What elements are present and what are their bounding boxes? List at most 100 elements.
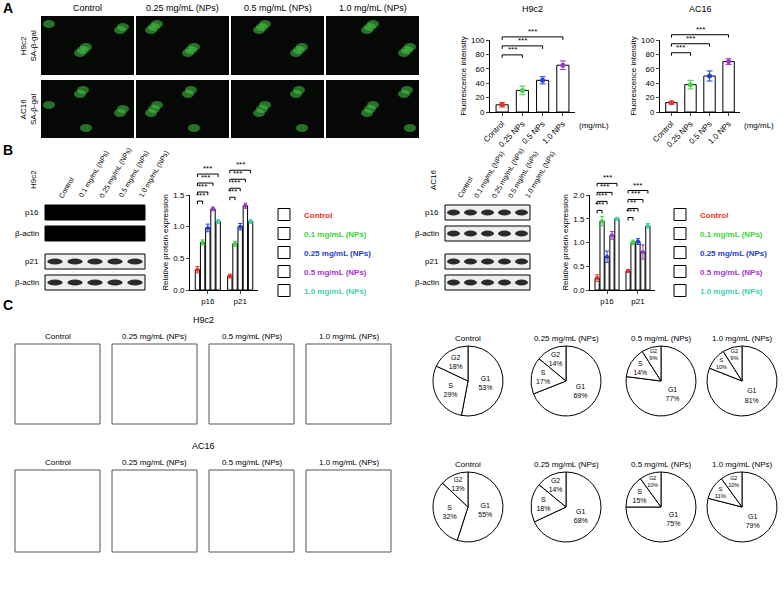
svg-text:H9c2: H9c2 xyxy=(29,170,38,189)
svg-text:***: *** xyxy=(598,191,607,200)
svg-text:Control: Control xyxy=(700,211,728,220)
svg-text:(mg/mL): (mg/mL) xyxy=(579,121,609,130)
svg-text:β-actin: β-actin xyxy=(15,229,39,238)
svg-text:20: 20 xyxy=(645,93,654,102)
svg-text:Fluorescence intensity: Fluorescence intensity xyxy=(459,36,468,116)
svg-text:0.25 mg/mL (NPs): 0.25 mg/mL (NPs) xyxy=(490,147,525,200)
svg-text:60: 60 xyxy=(475,65,484,74)
svg-text:1.0: 1.0 xyxy=(573,238,585,247)
svg-text:Control: Control xyxy=(455,460,481,469)
svg-text:Control: Control xyxy=(482,119,507,144)
svg-text:G175%: G175% xyxy=(666,511,680,527)
svg-text:2.0: 2.0 xyxy=(573,191,585,200)
svg-text:0.5: 0.5 xyxy=(573,262,585,271)
svg-text:0.5 NPs: 0.5 NPs xyxy=(687,119,713,145)
svg-text:Control: Control xyxy=(304,211,332,220)
svg-text:60: 60 xyxy=(645,65,654,74)
svg-text:1.0 mg/mL (NPs): 1.0 mg/mL (NPs) xyxy=(712,460,772,469)
svg-text:G181%: G181% xyxy=(745,387,759,403)
svg-text:Control: Control xyxy=(651,119,676,144)
svg-text:0.1 mg/mL (NPs): 0.1 mg/mL (NPs) xyxy=(77,149,110,199)
svg-text:H9c2: H9c2 xyxy=(522,4,543,14)
svg-text:0.25 mg/mL (NPs): 0.25 mg/mL (NPs) xyxy=(122,332,187,341)
svg-text:G155%: G155% xyxy=(478,502,492,518)
svg-text:0.5 mg/mL (NPs): 0.5 mg/mL (NPs) xyxy=(631,460,691,469)
svg-text:0.25 mg/mL (NPs): 0.25 mg/mL (NPs) xyxy=(534,334,599,343)
svg-text:***: *** xyxy=(196,191,205,200)
svg-text:Relative protein expression: Relative protein expression xyxy=(561,194,570,291)
svg-text:**: ** xyxy=(630,198,636,207)
svg-text:0.25 mg/mL (NPs): 0.25 mg/mL (NPs) xyxy=(146,3,219,13)
svg-text:Control: Control xyxy=(45,332,71,341)
svg-text:Relative protein expression: Relative protein expression xyxy=(161,194,170,290)
svg-text:G169%: G169% xyxy=(573,383,587,399)
svg-text:p21: p21 xyxy=(631,297,645,306)
svg-text:AC16: AC16 xyxy=(192,441,215,451)
svg-text:1.0 mg/mL (NPs): 1.0 mg/mL (NPs) xyxy=(304,287,367,296)
svg-text:S10%: S10% xyxy=(716,357,727,370)
svg-text:80: 80 xyxy=(645,50,654,59)
svg-text:0.25 NPs: 0.25 NPs xyxy=(665,119,695,149)
svg-text:0.5 mg/mL (NPs): 0.5 mg/mL (NPs) xyxy=(222,458,282,467)
svg-text:Control: Control xyxy=(58,176,76,199)
svg-text:100: 100 xyxy=(471,36,485,45)
svg-text:S17%: S17% xyxy=(536,369,550,385)
svg-text:AC16: AC16 xyxy=(429,169,438,190)
svg-text:0.0: 0.0 xyxy=(173,286,185,295)
svg-text:p21: p21 xyxy=(25,257,39,266)
svg-text:1.0 NPs: 1.0 NPs xyxy=(706,119,732,145)
svg-text:Fluorescence intensity: Fluorescence intensity xyxy=(629,36,638,116)
svg-text:***: *** xyxy=(518,36,527,45)
svg-text:G153%: G153% xyxy=(478,375,492,391)
svg-text:1.0 mg/mL (NPs): 1.0 mg/mL (NPs) xyxy=(712,334,772,343)
svg-text:1.0 mg/mL (NPs): 1.0 mg/mL (NPs) xyxy=(319,332,379,341)
svg-text:***: *** xyxy=(686,34,695,43)
svg-text:0.5 mg/mL (NPs): 0.5 mg/mL (NPs) xyxy=(631,334,691,343)
svg-text:1.0 mg/mL (NPs): 1.0 mg/mL (NPs) xyxy=(137,149,170,199)
svg-text:Control: Control xyxy=(455,334,481,343)
svg-text:0.1 mg/mL (NPs): 0.1 mg/mL (NPs) xyxy=(700,230,763,239)
svg-text:H9c2SA-β-gal: H9c2SA-β-gal xyxy=(19,30,38,62)
svg-text:0.25 NPs: 0.25 NPs xyxy=(497,119,527,149)
svg-text:***: *** xyxy=(201,173,210,182)
svg-text:0.5 mg/mL (NPs): 0.5 mg/mL (NPs) xyxy=(507,150,540,200)
svg-text:1.0 mg/mL (NPs): 1.0 mg/mL (NPs) xyxy=(700,287,763,296)
svg-text:p21: p21 xyxy=(234,297,248,306)
svg-text:G29%: G29% xyxy=(649,348,657,361)
svg-text:AC16: AC16 xyxy=(689,4,712,14)
svg-text:G210%: G210% xyxy=(728,475,739,488)
svg-text:***: *** xyxy=(626,207,635,216)
svg-text:S18%: S18% xyxy=(536,496,550,512)
svg-text:1.0 NPs: 1.0 NPs xyxy=(541,119,567,145)
svg-text:***: *** xyxy=(600,182,609,191)
svg-text:S15%: S15% xyxy=(633,488,647,504)
svg-text:100: 100 xyxy=(641,36,655,45)
svg-text:1.0: 1.0 xyxy=(173,222,185,231)
svg-text:p21: p21 xyxy=(425,257,439,266)
svg-text:C: C xyxy=(3,297,13,313)
svg-text:***: *** xyxy=(228,187,237,196)
svg-text:0.1 mg/mL (NPs): 0.1 mg/mL (NPs) xyxy=(304,230,367,239)
svg-text:β-actin: β-actin xyxy=(15,278,39,287)
svg-text:G177%: G177% xyxy=(666,386,680,402)
svg-text:S14%: S14% xyxy=(633,360,647,376)
svg-text:***: *** xyxy=(198,182,207,191)
svg-text:***: *** xyxy=(236,160,245,169)
svg-text:***: *** xyxy=(676,43,685,52)
svg-text:A: A xyxy=(3,0,13,16)
svg-text:40: 40 xyxy=(645,79,654,88)
svg-text:0.5 mg/mL (NPs): 0.5 mg/mL (NPs) xyxy=(222,332,282,341)
svg-text:***: *** xyxy=(231,178,240,187)
svg-text:***: *** xyxy=(508,45,517,54)
svg-text:H9c2: H9c2 xyxy=(193,315,214,325)
svg-text:p16: p16 xyxy=(425,208,439,217)
svg-text:0.25 mg/mL (NPs): 0.25 mg/mL (NPs) xyxy=(304,249,371,258)
svg-text:B: B xyxy=(3,142,13,158)
svg-text:1.5: 1.5 xyxy=(173,191,185,200)
svg-text:1.5: 1.5 xyxy=(573,215,585,224)
svg-text:***: *** xyxy=(696,25,705,34)
svg-text:0.0: 0.0 xyxy=(573,286,585,295)
svg-text:G168%: G168% xyxy=(574,508,588,524)
svg-text:***: *** xyxy=(528,27,537,36)
svg-text:Control: Control xyxy=(45,458,71,467)
